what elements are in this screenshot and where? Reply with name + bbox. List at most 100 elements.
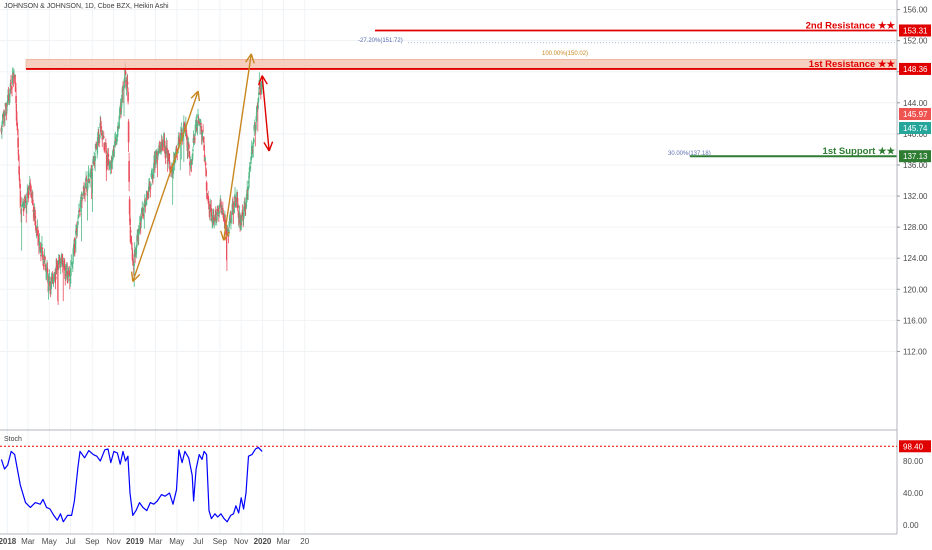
candle-body: [160, 142, 163, 144]
candle-body: [175, 148, 178, 152]
candle-body: [218, 211, 221, 214]
candle-body: [29, 186, 32, 189]
candle-body: [129, 230, 132, 233]
candle-body: [23, 196, 26, 199]
candle-body: [132, 268, 135, 270]
candle-body: [84, 193, 86, 195]
candle-body: [166, 147, 168, 153]
candle-body: [217, 208, 220, 212]
candle-body: [1, 128, 3, 131]
candle-body: [192, 149, 194, 151]
candle-body: [104, 146, 107, 148]
level-name-label: 2nd Resistance ★★: [806, 20, 896, 31]
current-price-tag: [899, 108, 931, 120]
price-tick-label: 132.00: [903, 192, 928, 201]
candle-body: [6, 109, 8, 111]
candle-body: [169, 166, 171, 172]
candle-body: [247, 181, 250, 184]
candle-body: [76, 225, 79, 228]
arrow-tail: [130, 271, 134, 282]
candle-body: [66, 271, 69, 277]
candle-body: [183, 122, 185, 125]
candle-body: [156, 152, 158, 155]
candle-body: [165, 145, 168, 147]
fib-label: -27.20%(151.72): [358, 38, 403, 44]
time-tick-label: Jul: [193, 537, 203, 546]
candle-body: [24, 200, 27, 203]
candle-body: [17, 154, 20, 160]
candle-body: [109, 166, 112, 169]
candle-body: [44, 264, 47, 270]
candle-body: [49, 281, 51, 286]
candle-body: [236, 196, 238, 199]
candle-body: [168, 157, 170, 159]
time-tick-label: Nov: [106, 537, 120, 546]
candle-body: [79, 213, 81, 215]
candle-body: [77, 214, 80, 219]
candle-body: [204, 157, 206, 161]
time-tick-label: May: [169, 537, 184, 546]
candle-body: [119, 105, 122, 109]
candle-body: [193, 140, 195, 143]
arrow-tail: [257, 75, 263, 86]
candle-body: [112, 150, 114, 157]
candle-body: [18, 178, 21, 182]
resistance-zone: [25, 58, 898, 70]
candle-body: [155, 151, 158, 155]
candle-body: [221, 207, 224, 211]
candle-body: [145, 201, 148, 203]
candle-body: [35, 230, 38, 232]
candle-body: [88, 179, 90, 183]
candle-body: [25, 204, 28, 207]
candle-body: [83, 191, 86, 193]
candle-body: [237, 205, 239, 209]
level-price-tag: [899, 150, 931, 163]
candle-body: [32, 199, 34, 206]
arrow-head: [245, 53, 252, 63]
candle-body: [19, 196, 22, 204]
candle-body: [9, 88, 11, 93]
candle-body: [141, 207, 144, 209]
candle-body: [47, 276, 49, 283]
candle-body: [60, 255, 63, 260]
arrow-tail: [261, 75, 268, 85]
candle-body: [234, 194, 236, 198]
candle-body: [215, 217, 218, 221]
candle-body: [233, 210, 235, 212]
candle-body: [179, 133, 182, 137]
candle-body: [26, 190, 29, 193]
candle-body: [79, 200, 82, 208]
candle-body: [11, 75, 14, 83]
candle-body: [96, 137, 99, 145]
candle-body: [102, 136, 105, 139]
candle-body: [51, 276, 54, 280]
candle-body: [11, 87, 13, 89]
candle-body: [234, 197, 237, 200]
candle-body: [231, 202, 234, 207]
candle-body: [117, 125, 119, 132]
candle-body: [38, 243, 40, 245]
candle-body: [242, 214, 245, 218]
candle-body: [16, 122, 18, 127]
candle-body: [90, 170, 92, 172]
candle-body: [192, 137, 195, 143]
candle-body: [165, 147, 167, 153]
candle-body: [34, 215, 37, 219]
candle-body: [12, 72, 15, 77]
candle-body: [174, 151, 177, 157]
candle-body: [156, 156, 159, 159]
candle-body: [229, 217, 232, 222]
candle-body: [246, 190, 249, 192]
candle-body: [5, 108, 8, 111]
candle-body: [248, 166, 251, 169]
candle-body: [23, 203, 26, 208]
candle-body: [208, 205, 210, 209]
candle-body: [201, 135, 203, 137]
price-tick-label: 112.00: [903, 347, 927, 356]
candle-body: [200, 130, 203, 135]
candle-body: [122, 88, 124, 91]
candle-body: [226, 232, 228, 234]
candle-body: [55, 267, 57, 274]
candle-body: [93, 159, 95, 163]
